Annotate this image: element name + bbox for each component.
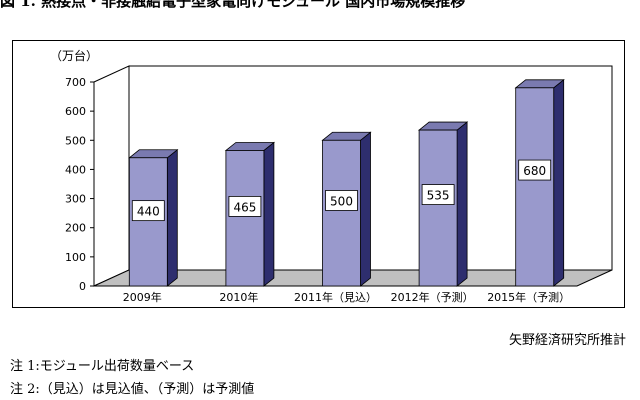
data-label-box xyxy=(131,200,165,222)
data-label-box xyxy=(421,184,455,205)
bar-side xyxy=(166,148,178,287)
bar-side xyxy=(360,131,371,287)
data-label-box xyxy=(325,190,358,211)
x-category-label: 2011年（見込） xyxy=(294,290,377,304)
data-label: 535 xyxy=(427,189,450,203)
y-tick-label: 200 xyxy=(65,222,86,235)
data-label-box xyxy=(228,196,262,217)
y-tick-label: 100 xyxy=(65,251,86,264)
chart-title: 図 1. 熱接点・非接触結電子型家電向けモジュール 国内市場規模推移 xyxy=(0,0,466,10)
chart-side-wall xyxy=(93,65,130,287)
x-category-label: 2012年（予測） xyxy=(391,290,474,304)
bar: 535 xyxy=(417,121,469,287)
bar-front xyxy=(515,87,555,287)
data-label: 440 xyxy=(137,205,160,219)
bar: 465 xyxy=(224,141,276,287)
x-category-label: 2015年（予測） xyxy=(487,290,570,304)
bar-front xyxy=(128,157,168,287)
bar-front xyxy=(322,139,361,287)
y-tick-label: 300 xyxy=(65,193,86,206)
source-credit: 矢野経済研究所推計 xyxy=(508,333,626,348)
x-category-label: 2010年 xyxy=(219,290,258,304)
bar-side xyxy=(456,121,468,287)
bar-side xyxy=(263,141,275,287)
y-axis-unit-label: （万台） xyxy=(50,48,98,63)
chart-frame xyxy=(12,40,625,308)
bar: 680 xyxy=(514,78,565,287)
bar-front xyxy=(225,150,265,287)
note-2: 注 2:（見込）は見込値、（予測）は予測値 xyxy=(10,382,255,397)
y-tick-label: 400 xyxy=(65,163,86,176)
y-tick-label: 500 xyxy=(65,134,86,147)
data-label: 680 xyxy=(523,164,546,178)
note-1: 注 1:モジュール出荷数量ベース xyxy=(10,359,195,374)
y-tick-label: 0 xyxy=(79,280,86,293)
bar-chart: 0 100 200 300 400 500 600 700 440 465 500 535 680 2… xyxy=(50,48,613,304)
data-label: 500 xyxy=(330,194,353,208)
y-tick-label: 600 xyxy=(65,105,86,118)
bar-front xyxy=(418,129,458,287)
bar: 440 xyxy=(128,148,179,287)
bar-side xyxy=(553,78,565,287)
bar: 500 xyxy=(321,131,372,287)
data-label: 465 xyxy=(233,200,256,214)
data-label-box xyxy=(518,159,552,181)
x-category-label: 2009年 xyxy=(123,290,162,304)
y-tick-label: 700 xyxy=(65,76,86,89)
